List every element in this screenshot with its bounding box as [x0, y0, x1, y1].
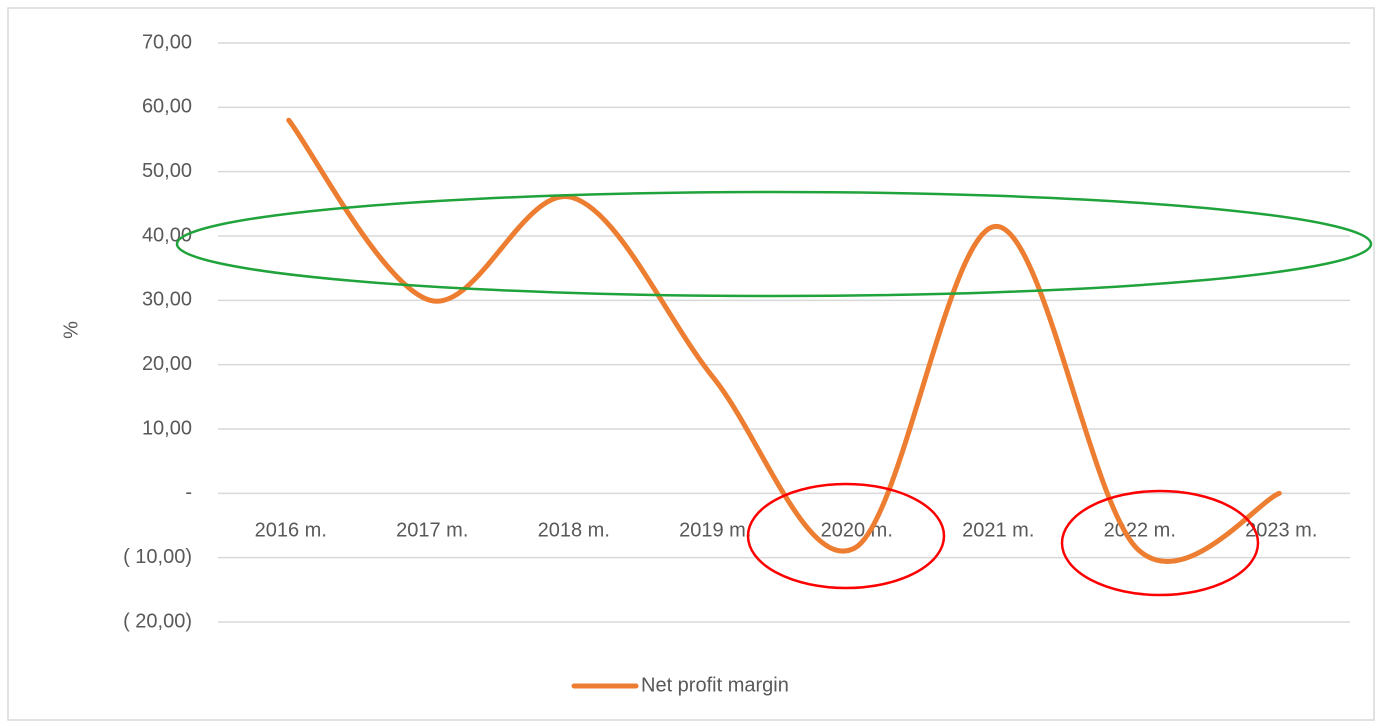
- y-tick-label: 30,00: [142, 289, 192, 311]
- y-tick-label: 50,00: [142, 160, 192, 182]
- x-tick-label: 2017 m.: [396, 520, 468, 542]
- x-tick-label: 2018 m.: [538, 520, 610, 542]
- x-tick-label: 2022 m.: [1104, 520, 1176, 542]
- y-axis-label: %: [60, 321, 82, 339]
- y-tick-label: ( 10,00): [123, 546, 192, 568]
- highlight-ellipse: [175, 190, 1373, 298]
- highlight-ellipse: [1060, 489, 1260, 597]
- y-tick-label: ( 20,00): [123, 610, 192, 632]
- y-tick-label: 10,00: [142, 417, 192, 439]
- data-line: [286, 117, 1282, 564]
- plot-area: ( 20,00)( 10,00)-10,0020,0030,0040,0050,…: [123, 31, 1350, 696]
- x-tick-label: 2020 m.: [821, 520, 893, 542]
- x-tick-label: 2021 m.: [962, 520, 1034, 542]
- y-tick-label: -: [185, 482, 192, 504]
- x-tick-label: 2016 m.: [255, 520, 327, 542]
- y-tick-label: 20,00: [142, 353, 192, 375]
- highlight-ellipse: [746, 482, 946, 590]
- x-tick-label: 2023 m.: [1245, 520, 1317, 542]
- y-tick-label: 60,00: [142, 96, 192, 118]
- legend-label: Net profit margin: [641, 674, 789, 696]
- x-tick-label: 2019 m.: [679, 520, 751, 542]
- y-tick-label: 70,00: [142, 31, 192, 53]
